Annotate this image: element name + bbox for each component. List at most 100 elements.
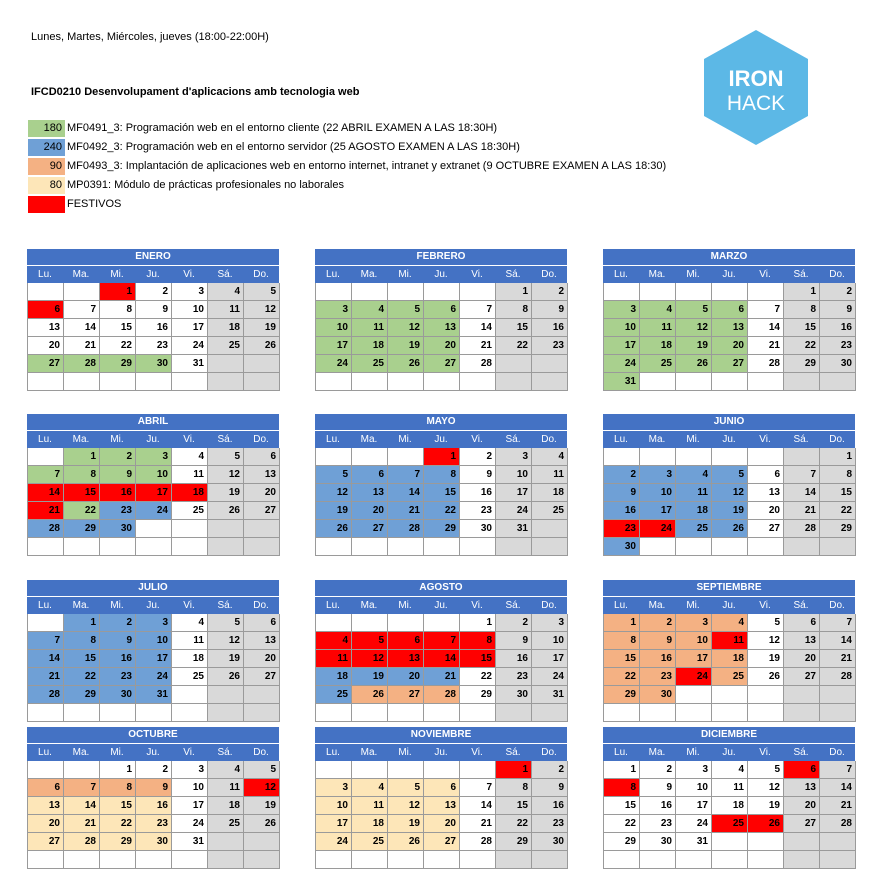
day-cell: 7 xyxy=(28,632,64,650)
day-cell: 8 xyxy=(64,466,100,484)
day-cell: 23 xyxy=(640,668,676,686)
day-cell: 6 xyxy=(388,632,424,650)
month-febrero: FEBRERO Lu. Ma. Mi. Ju. Vi. Sá. Do. 1 2 3 4 5 6 7 8 9 10 1… xyxy=(315,249,568,391)
weekday-label: Sá. xyxy=(217,747,233,758)
day-cell: 3 xyxy=(136,448,172,466)
day-cell: 8 xyxy=(100,779,136,797)
weekday-header: Lu. Ma. Mi. Ju. Vi. Sá. Do. xyxy=(603,596,855,614)
weekday-label: Vi. xyxy=(471,600,483,611)
day-cell: 17 xyxy=(316,815,352,833)
day-cell: 26 xyxy=(388,355,424,373)
weekday-label: Lu. xyxy=(614,269,628,280)
empty-cell xyxy=(712,448,748,466)
day-cell: 8 xyxy=(496,301,532,319)
day-cell: 21 xyxy=(748,337,784,355)
day-cell: 2 xyxy=(820,283,856,301)
day-cell: 5 xyxy=(388,779,424,797)
day-cell: 18 xyxy=(712,650,748,668)
day-cell: 25 xyxy=(676,520,712,538)
weekday-label: Mi. xyxy=(110,434,124,445)
day-cell: 15 xyxy=(64,650,100,668)
day-cell: 6 xyxy=(748,466,784,484)
day-cell: 25 xyxy=(712,815,748,833)
day-cell: 25 xyxy=(316,686,352,704)
day-cell: 9 xyxy=(640,632,676,650)
day-cell: 9 xyxy=(820,301,856,319)
empty-cell xyxy=(388,283,424,301)
day-cell: 23 xyxy=(532,337,568,355)
day-cell: 12 xyxy=(244,301,280,319)
day-cell: 5 xyxy=(748,761,784,779)
day-cell: 22 xyxy=(64,668,100,686)
empty-cell xyxy=(460,761,496,779)
day-cell: 14 xyxy=(388,484,424,502)
weekday-label: Do. xyxy=(541,600,557,611)
empty-cell xyxy=(460,704,496,722)
weekday-label: Mi. xyxy=(686,600,700,611)
day-cell: 27 xyxy=(352,520,388,538)
month-title: JULIO xyxy=(27,580,279,596)
weekday-label: Do. xyxy=(253,747,269,758)
day-cell: 13 xyxy=(424,319,460,337)
day-cell: 17 xyxy=(136,650,172,668)
day-cell: 23 xyxy=(820,337,856,355)
empty-cell xyxy=(136,851,172,869)
day-cell: 30 xyxy=(532,833,568,851)
legend-hours: 90 xyxy=(28,157,65,175)
legend-hours: 80 xyxy=(28,176,65,194)
empty-cell xyxy=(64,538,100,556)
day-cell: 1 xyxy=(424,448,460,466)
empty-cell xyxy=(208,538,244,556)
day-cell: 25 xyxy=(208,815,244,833)
empty-cell xyxy=(496,355,532,373)
weekday-label: Lu. xyxy=(326,269,340,280)
day-cell: 20 xyxy=(424,337,460,355)
day-cell: 10 xyxy=(532,632,568,650)
day-cell: 6 xyxy=(244,448,280,466)
empty-cell xyxy=(352,704,388,722)
empty-cell xyxy=(244,833,280,851)
day-cell: 21 xyxy=(820,650,856,668)
day-cell: 9 xyxy=(532,779,568,797)
logo-text-hack: HACK xyxy=(727,92,785,115)
day-cell: 19 xyxy=(244,797,280,815)
day-cell: 16 xyxy=(820,319,856,337)
empty-cell xyxy=(136,704,172,722)
empty-cell xyxy=(496,373,532,391)
day-cell: 2 xyxy=(640,614,676,632)
day-cell: 6 xyxy=(784,761,820,779)
empty-cell xyxy=(748,833,784,851)
day-cell: 2 xyxy=(136,761,172,779)
empty-cell xyxy=(784,686,820,704)
weekday-header: Lu. Ma. Mi. Ju. Vi. Sá. Do. xyxy=(315,743,567,761)
day-cell: 6 xyxy=(712,301,748,319)
month-octubre: OCTUBRE Lu. Ma. Mi. Ju. Vi. Sá. Do. 1 2 3 4 5 6 7 8 9 10 1… xyxy=(27,727,280,869)
day-cell: 30 xyxy=(640,686,676,704)
empty-cell xyxy=(820,851,856,869)
weekday-label: Lu. xyxy=(614,747,628,758)
empty-cell xyxy=(64,761,100,779)
weekday-label: Vi. xyxy=(471,747,483,758)
day-cell: 15 xyxy=(424,484,460,502)
day-cell: 22 xyxy=(604,668,640,686)
empty-cell xyxy=(388,704,424,722)
day-cell: 3 xyxy=(136,614,172,632)
empty-cell xyxy=(388,761,424,779)
month-title: JUNIO xyxy=(603,414,855,430)
empty-cell xyxy=(244,355,280,373)
month-title: DICIEMBRE xyxy=(603,727,855,743)
day-cell: 1 xyxy=(820,448,856,466)
empty-cell xyxy=(316,538,352,556)
empty-cell xyxy=(712,833,748,851)
month-title: NOVIEMBRE xyxy=(315,727,567,743)
weekday-header: Lu. Ma. Mi. Ju. Vi. Sá. Do. xyxy=(27,596,279,614)
day-cell: 12 xyxy=(208,632,244,650)
day-cell: 10 xyxy=(136,466,172,484)
empty-cell xyxy=(712,686,748,704)
day-cell: 20 xyxy=(28,337,64,355)
empty-cell xyxy=(208,851,244,869)
day-cell: 8 xyxy=(424,466,460,484)
day-cell: 12 xyxy=(676,319,712,337)
empty-cell xyxy=(28,448,64,466)
weekday-label: Sá. xyxy=(505,269,521,280)
